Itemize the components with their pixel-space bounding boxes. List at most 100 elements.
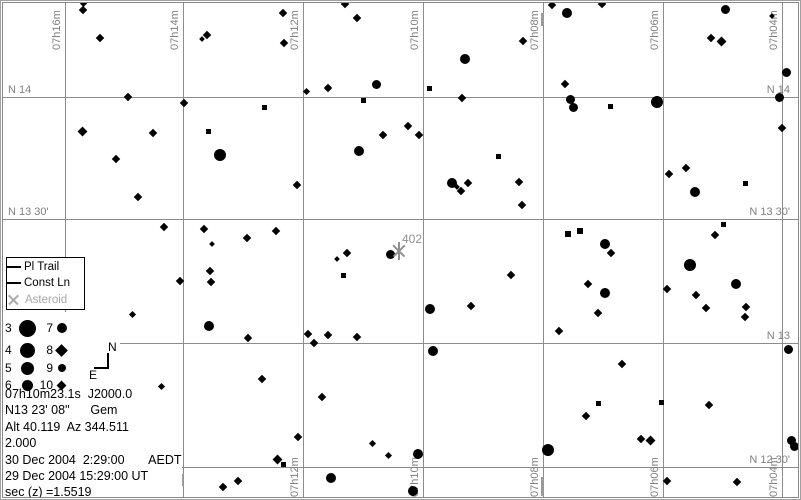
star-point[interactable] [460, 54, 470, 64]
star-point[interactable] [720, 4, 730, 14]
star-point[interactable] [783, 344, 793, 354]
star-point[interactable] [774, 92, 784, 102]
star-point[interactable] [581, 411, 591, 421]
star-point[interactable] [731, 279, 741, 289]
star-point[interactable] [179, 98, 189, 108]
star-point[interactable] [323, 83, 333, 93]
star-point[interactable] [204, 321, 214, 331]
star-point[interactable] [309, 338, 319, 348]
star-point[interactable] [514, 177, 524, 187]
star-point[interactable] [371, 79, 381, 89]
star-point[interactable] [636, 434, 646, 444]
star-point[interactable] [568, 102, 578, 112]
star-point[interactable] [279, 38, 289, 48]
star-point[interactable] [606, 248, 616, 258]
star-point[interactable] [159, 222, 169, 232]
star-point[interactable] [595, 400, 601, 406]
star-point[interactable] [206, 277, 216, 287]
star-point[interactable] [214, 149, 226, 161]
star-point[interactable] [243, 333, 253, 343]
star-point[interactable] [111, 154, 121, 164]
star-point[interactable] [209, 241, 215, 247]
star-point[interactable] [706, 33, 716, 43]
star-point[interactable] [583, 279, 593, 289]
star-point[interactable] [95, 33, 105, 43]
star-point[interactable] [408, 486, 418, 496]
star-point[interactable] [701, 303, 711, 313]
star-point[interactable] [233, 476, 243, 486]
star-point[interactable] [684, 259, 696, 271]
star-point[interactable] [199, 224, 209, 234]
star-point[interactable] [704, 400, 714, 410]
star-point[interactable] [560, 79, 570, 89]
star-point[interactable] [518, 36, 528, 46]
star-point[interactable] [777, 123, 787, 133]
star-point[interactable] [691, 290, 701, 300]
star-point[interactable] [205, 266, 215, 276]
star-point[interactable] [597, 0, 607, 9]
star-point[interactable] [360, 97, 366, 103]
star-point[interactable] [517, 200, 527, 210]
star-point[interactable] [662, 476, 672, 486]
star-point[interactable] [425, 304, 435, 314]
star-point[interactable] [495, 153, 501, 159]
star-point[interactable] [562, 8, 572, 18]
star-point[interactable] [732, 477, 742, 487]
star-point[interactable] [716, 36, 726, 46]
star-point[interactable] [403, 121, 413, 131]
star-point[interactable] [271, 226, 281, 236]
star-point[interactable] [741, 302, 751, 312]
star-point[interactable] [645, 435, 655, 445]
star-point[interactable] [447, 178, 457, 188]
star-point[interactable] [257, 374, 267, 384]
star-point[interactable] [303, 329, 313, 339]
star-point[interactable] [280, 461, 286, 467]
star-point[interactable] [148, 128, 158, 138]
star-point[interactable] [565, 94, 575, 104]
star-point[interactable] [565, 231, 571, 237]
star-point[interactable] [593, 308, 603, 318]
star-point[interactable] [354, 146, 364, 156]
star-point[interactable] [600, 288, 610, 298]
star-point[interactable] [368, 439, 376, 447]
star-point[interactable] [554, 326, 564, 336]
star-point[interactable] [334, 256, 340, 262]
star-point[interactable] [789, 441, 799, 451]
star-point[interactable] [710, 230, 720, 240]
star-point[interactable] [352, 13, 362, 23]
star-point[interactable] [323, 330, 333, 340]
star-point[interactable] [293, 432, 303, 442]
star-point[interactable] [463, 178, 473, 188]
asteroid-marker[interactable] [390, 242, 408, 260]
star-point[interactable] [317, 392, 327, 402]
star-point[interactable] [681, 163, 691, 173]
star-point[interactable] [740, 312, 750, 322]
star-point[interactable] [662, 284, 672, 294]
star-point[interactable] [547, 0, 557, 10]
star-point[interactable] [292, 180, 302, 190]
star-point[interactable] [456, 186, 466, 196]
star-point[interactable] [261, 104, 267, 110]
star-point[interactable] [651, 96, 663, 108]
star-point[interactable] [426, 85, 432, 91]
star-point[interactable] [466, 301, 476, 311]
star-point[interactable] [664, 169, 674, 179]
star-point[interactable] [205, 128, 211, 134]
star-point[interactable] [414, 130, 424, 140]
star-point[interactable] [786, 435, 796, 445]
star-point[interactable] [658, 399, 664, 405]
star-point[interactable] [506, 270, 516, 280]
star-point[interactable] [342, 248, 352, 258]
star-point[interactable] [352, 332, 362, 342]
star-point[interactable] [457, 93, 467, 103]
star-point[interactable] [77, 126, 87, 136]
star-point[interactable] [384, 451, 392, 459]
star-point[interactable] [428, 346, 438, 356]
star-point[interactable] [607, 103, 613, 109]
star-point[interactable] [123, 92, 133, 102]
star-point[interactable] [385, 249, 395, 259]
star-point[interactable] [600, 239, 610, 249]
star-point[interactable] [542, 444, 554, 456]
star-point[interactable] [378, 130, 388, 140]
star-point[interactable] [781, 67, 791, 77]
